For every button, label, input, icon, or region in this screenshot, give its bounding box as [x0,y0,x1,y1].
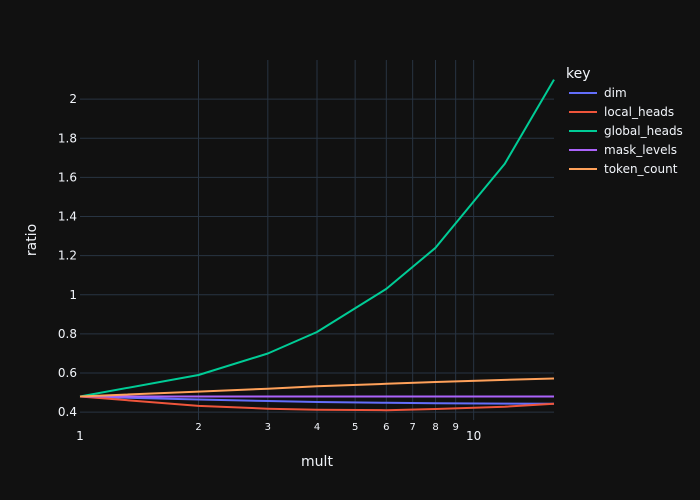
series-line-token-count[interactable] [79,377,555,398]
legend[interactable]: key dim local_heads global_heads mask_level… [566,66,683,176]
series-line-global-heads[interactable] [79,79,555,398]
y-tick-label: 1 [69,288,77,302]
x-tick-label: 3 [265,422,271,433]
series-line-dim[interactable] [79,395,555,405]
y-axis-title: ratio [24,224,40,256]
x-tick-label: 1 [76,429,84,443]
legend-item-global-heads[interactable]: global_heads [569,124,683,138]
x-tick-label: 6 [383,422,389,433]
x-axis-title: mult [301,454,333,470]
y-tick-label: 1.2 [58,249,77,263]
legend-label: mask_levels [604,143,677,157]
series-line-local-heads[interactable] [79,395,555,412]
x-tick-label: 5 [352,422,358,433]
x-tick-label: 9 [452,422,458,433]
y-tick-label: 1.6 [58,170,77,184]
y-tick-label: 1.4 [58,210,77,224]
y-tick-label: 0.6 [58,366,77,380]
legend-item-local-heads[interactable]: local_heads [569,105,674,119]
legend-label: global_heads [604,124,683,138]
legend-title: key [566,66,591,82]
y-tick-label: 1.8 [58,131,77,145]
legend-label: token_count [604,162,678,176]
x-tick-label: 2 [195,422,201,433]
x-tick-label: 7 [409,422,415,433]
series-lines [79,79,555,412]
legend-label: dim [604,86,627,100]
legend-label: local_heads [604,105,674,119]
y-tick-label: 0.4 [58,405,77,419]
grid [80,60,554,420]
legend-items[interactable]: dim local_heads global_heads mask_levelstok… [569,86,683,176]
y-tick-label: 0.8 [58,327,77,341]
y-tick-label: 2 [69,92,77,106]
x-tick-label: 8 [432,422,438,433]
x-tick-label: 4 [314,422,320,433]
legend-item-mask-levels[interactable]: mask_levels [569,143,677,157]
y-axis-ticks: 0.4 0.6 0.8 1 1.2 1.4 1.6 1.8 2 [58,92,77,419]
legend-item-dim[interactable]: dim [569,86,627,100]
x-axis-ticks: 1 2 3 4 5 6 7 8 9 10 [76,422,481,443]
legend-item-token-count[interactable]: token_count [569,162,678,176]
x-tick-label: 10 [466,429,481,443]
